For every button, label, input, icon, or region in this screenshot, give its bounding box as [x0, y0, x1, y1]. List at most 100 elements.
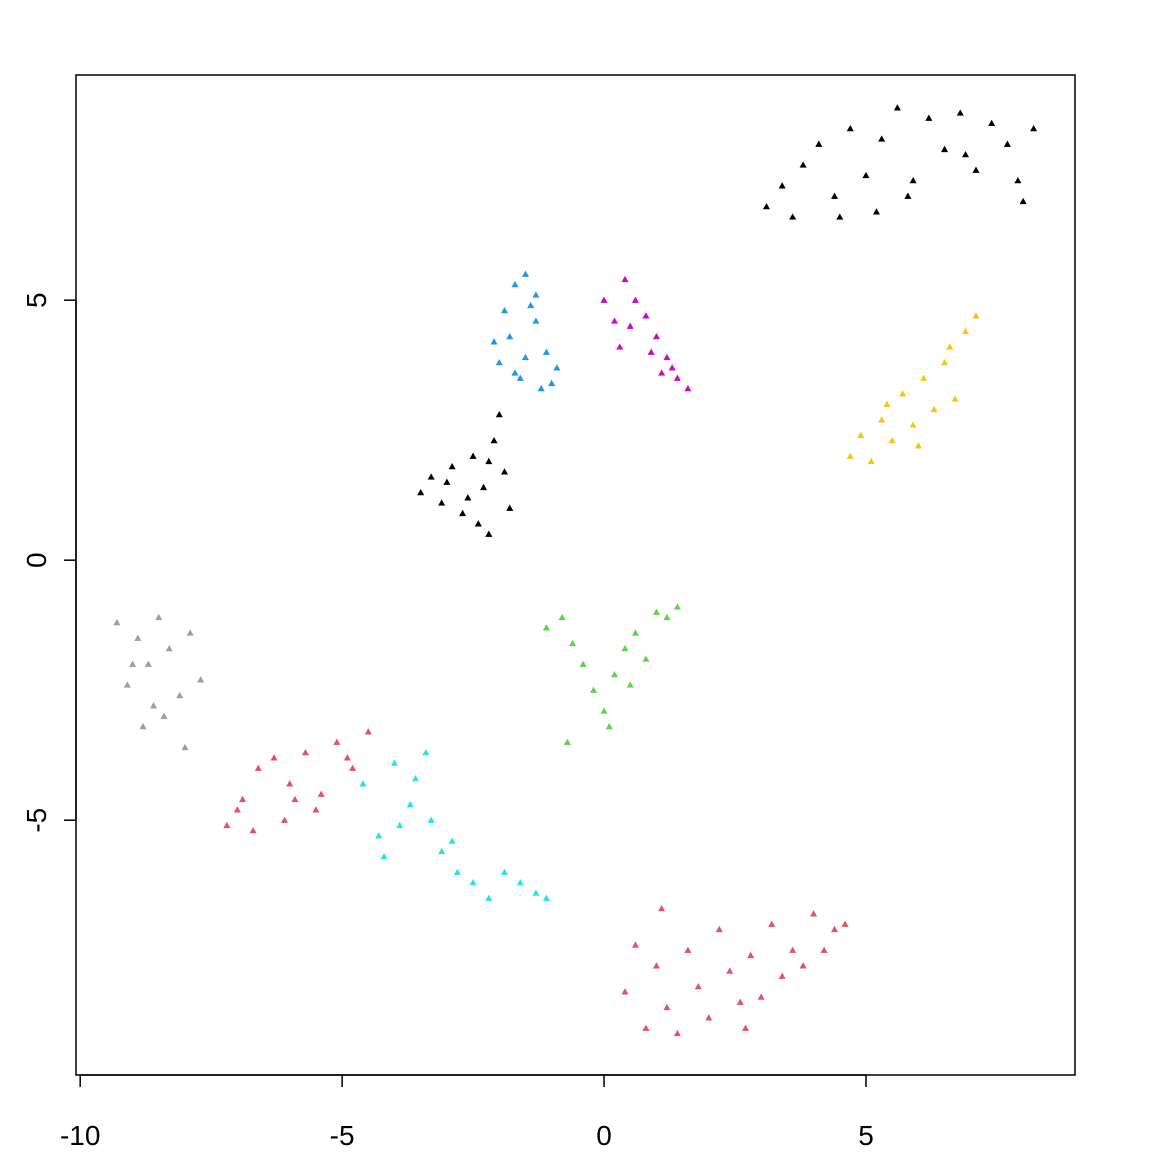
point: [448, 837, 456, 844]
point: [501, 868, 509, 875]
point: [883, 400, 891, 407]
plot-box: [75, 74, 1076, 1076]
point: [631, 629, 639, 636]
point: [233, 806, 241, 813]
point: [490, 338, 498, 345]
point: [501, 468, 509, 475]
point: [694, 982, 702, 990]
point: [590, 686, 598, 693]
point: [448, 462, 456, 470]
point: [521, 270, 529, 277]
point: [663, 613, 671, 621]
point: [920, 374, 928, 381]
point: [160, 712, 168, 719]
point: [778, 972, 786, 979]
point: [406, 800, 414, 808]
point: [301, 748, 309, 756]
point: [820, 946, 828, 953]
point: [988, 119, 996, 127]
point: [495, 410, 503, 418]
point: [652, 332, 660, 340]
point: [621, 275, 629, 283]
point: [579, 660, 587, 667]
point: [909, 421, 917, 428]
point: [972, 312, 980, 319]
point: [815, 140, 823, 147]
point: [511, 369, 519, 376]
point: [427, 473, 435, 480]
point: [684, 384, 692, 392]
point: [857, 431, 865, 439]
point: [317, 790, 325, 797]
point: [762, 202, 770, 210]
point: [359, 780, 367, 787]
point: [841, 920, 849, 927]
point: [652, 962, 660, 969]
point: [1030, 124, 1038, 132]
point: [962, 150, 970, 158]
point: [155, 613, 163, 621]
point: [668, 364, 676, 371]
point: [626, 681, 634, 688]
point: [548, 379, 556, 387]
point: [464, 494, 472, 501]
point: [872, 208, 880, 215]
point: [631, 296, 639, 303]
point: [941, 358, 949, 366]
point: [123, 681, 131, 688]
point: [904, 192, 912, 199]
point: [249, 826, 257, 834]
point: [914, 442, 922, 449]
point: [375, 832, 383, 839]
point: [600, 296, 608, 303]
point: [626, 322, 634, 329]
point: [176, 691, 184, 699]
point: [113, 618, 121, 626]
point: [631, 941, 639, 948]
point: [611, 317, 619, 324]
point: [768, 920, 776, 927]
point: [941, 145, 949, 153]
point: [239, 795, 247, 803]
point: [144, 660, 152, 667]
x-tick-label: -10: [60, 1120, 100, 1151]
point: [511, 280, 519, 288]
point: [789, 213, 797, 220]
point: [930, 405, 938, 413]
point: [862, 171, 870, 179]
point: [532, 889, 540, 896]
point: [427, 816, 435, 823]
point: [1003, 140, 1011, 147]
point: [956, 109, 964, 116]
point: [516, 374, 524, 381]
point: [485, 530, 493, 537]
point: [600, 707, 608, 714]
point: [789, 946, 797, 953]
point: [527, 301, 535, 309]
point: [532, 317, 540, 324]
point: [197, 676, 205, 683]
point: [867, 457, 875, 465]
point: [893, 104, 901, 111]
point: [888, 436, 896, 444]
point: [396, 821, 404, 829]
point: [181, 743, 189, 751]
point: [673, 603, 681, 610]
point: [658, 369, 666, 376]
point: [799, 962, 807, 969]
point: [736, 998, 744, 1005]
point: [747, 951, 755, 959]
point: [925, 114, 933, 121]
point: [411, 774, 419, 782]
point: [469, 878, 477, 886]
point: [542, 624, 550, 631]
y-tick-label: 5: [21, 292, 52, 308]
point: [438, 499, 446, 506]
point: [506, 332, 514, 340]
point: [480, 483, 488, 491]
point: [485, 894, 493, 901]
point: [831, 925, 839, 933]
point: [280, 816, 289, 823]
point: [312, 806, 320, 813]
point: [542, 348, 550, 355]
